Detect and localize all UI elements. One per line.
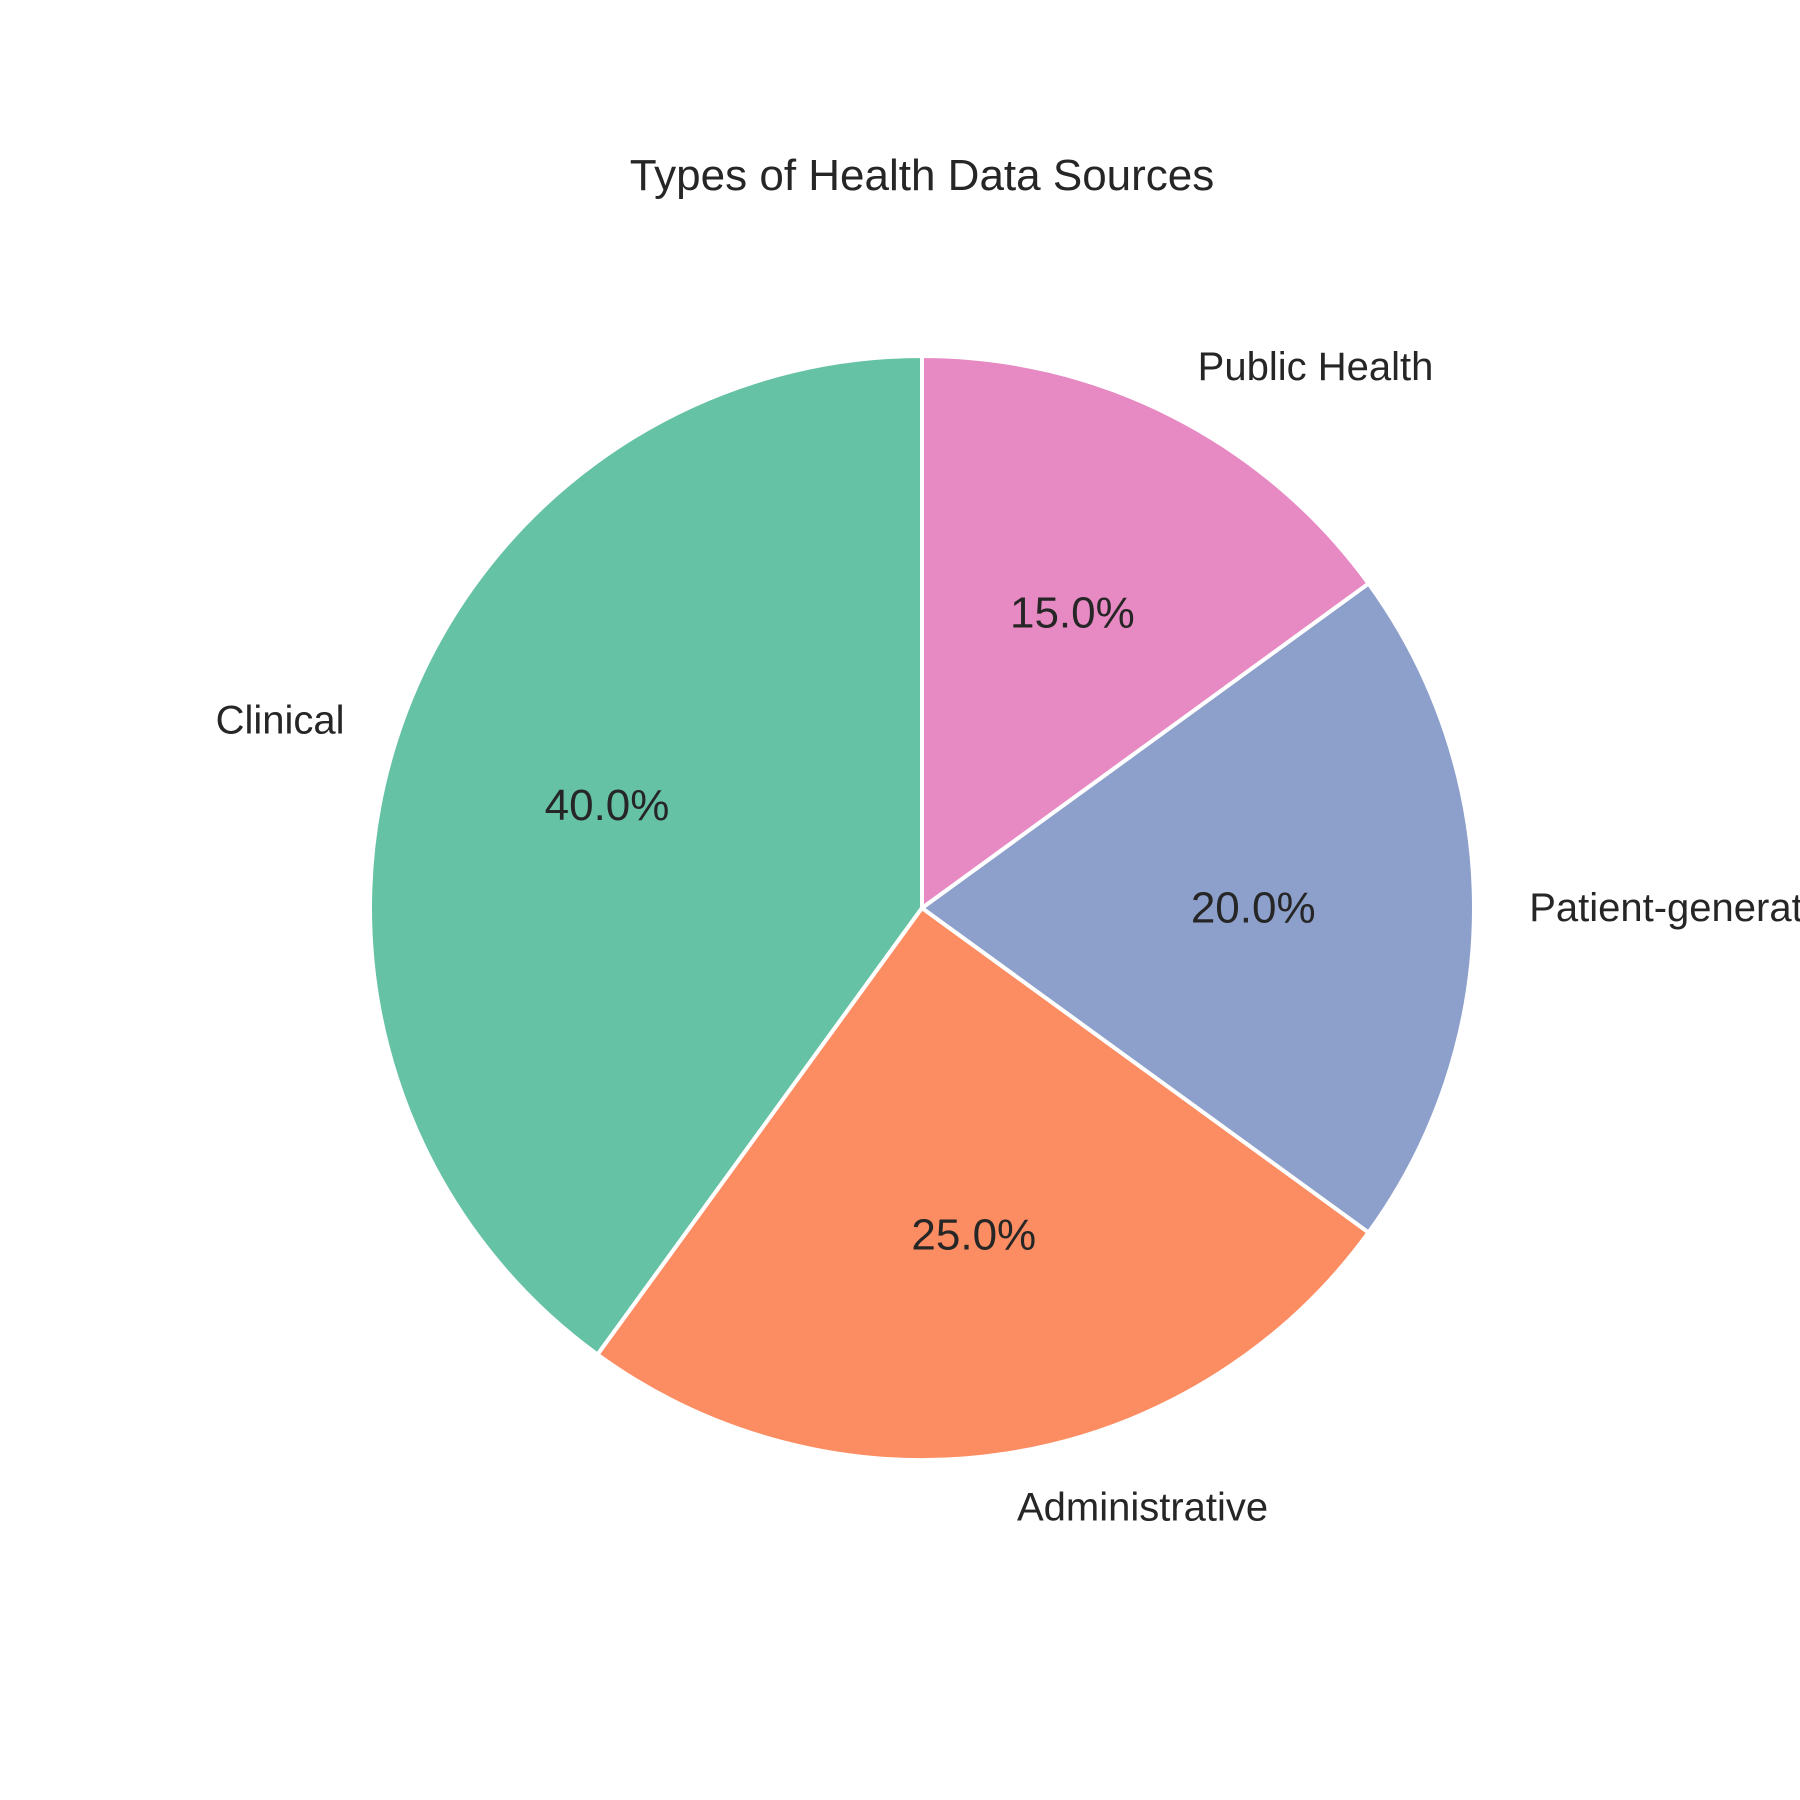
slice-label-3: Public Health [1198,345,1434,389]
chart-title: Types of Health Data Sources [630,151,1215,200]
pie-slices [368,354,1477,1463]
slice-label-2: Patient-generated [1529,886,1800,930]
pct-label-0: 40.0% [545,781,670,830]
pie-labels: 40.0% Clinical 25.0% Administrative 20.0% Pat… [216,345,1800,1530]
pie-slice-public-health [920,354,1371,910]
pie-slice-patient-generated [920,581,1477,1235]
slice-label-0: Clinical [216,698,345,742]
slice-label-1: Administrative [1017,1486,1268,1530]
pct-label-3: 15.0% [1010,588,1135,637]
pct-label-2: 20.0% [1191,884,1316,933]
pie-slice-administrative [595,906,1371,1463]
pie-slice-clinical [368,354,924,1357]
pct-label-1: 25.0% [911,1211,1036,1260]
